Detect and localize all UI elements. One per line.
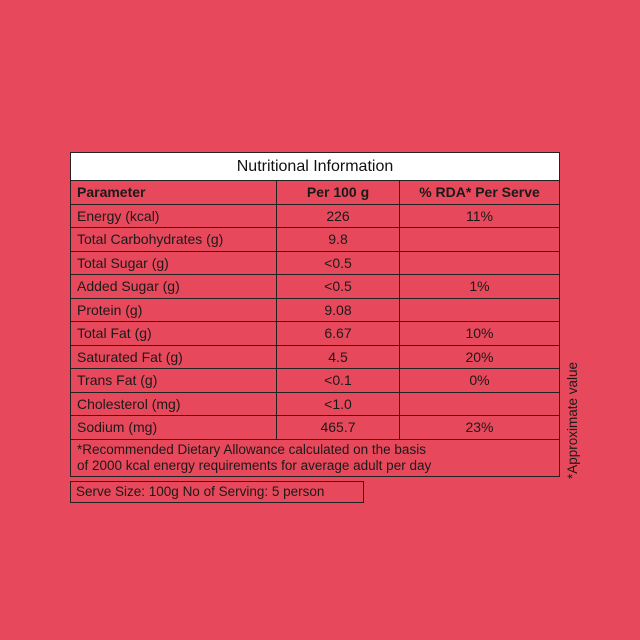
cell-rda: 20% <box>399 344 560 369</box>
cell-parameter: Added Sugar (g) <box>70 274 277 299</box>
table-row: Trans Fat (g) <0.1 0% <box>70 368 560 393</box>
cell-rda: 0% <box>399 368 560 393</box>
serve-size-box: Serve Size: 100g No of Serving: 5 person <box>70 481 364 503</box>
footnote-line-2: of 2000 kcal energy requirements for ave… <box>77 457 432 473</box>
cell-parameter: Cholesterol (mg) <box>70 391 277 416</box>
table-row: Total Carbohydrates (g) 9.8 <box>70 227 560 252</box>
table-row: Added Sugar (g) <0.5 1% <box>70 274 560 299</box>
cell-per-100g: 4.5 <box>276 344 400 369</box>
table-row: Sodium (mg) 465.7 23% <box>70 415 560 440</box>
table-title: Nutritional Information <box>70 152 560 180</box>
cell-per-100g: <1.0 <box>276 391 400 416</box>
table-row: Energy (kcal) 226 11% <box>70 203 560 228</box>
cell-parameter: Total Carbohydrates (g) <box>70 227 277 252</box>
cell-parameter: Sodium (mg) <box>70 415 277 440</box>
nutrition-panel: Nutritional Information Parameter Per 10… <box>70 152 560 477</box>
header-per-100g: Per 100 g <box>276 180 400 205</box>
cell-per-100g: <0.5 <box>276 250 400 275</box>
table-row: Saturated Fat (g) 4.5 20% <box>70 344 560 369</box>
cell-rda <box>399 297 560 322</box>
cell-parameter: Trans Fat (g) <box>70 368 277 393</box>
cell-rda <box>399 227 560 252</box>
table-row: Protein (g) 9.08 <box>70 297 560 322</box>
cell-per-100g: 9.8 <box>276 227 400 252</box>
table-header-row: Parameter Per 100 g % RDA* Per Serve <box>70 180 560 205</box>
nutrition-table: Parameter Per 100 g % RDA* Per Serve Ene… <box>70 180 560 440</box>
cell-rda: 11% <box>399 203 560 228</box>
approximate-value-note: *Approximate value <box>565 361 580 479</box>
table-row: Total Sugar (g) <0.5 <box>70 250 560 275</box>
cell-parameter: Energy (kcal) <box>70 203 277 228</box>
rda-footnote: *Recommended Dietary Allowance calculate… <box>70 439 560 477</box>
footnote-line-1: *Recommended Dietary Allowance calculate… <box>77 441 426 457</box>
cell-per-100g: 226 <box>276 203 400 228</box>
cell-rda <box>399 391 560 416</box>
cell-parameter: Protein (g) <box>70 297 277 322</box>
cell-per-100g: <0.1 <box>276 368 400 393</box>
header-parameter: Parameter <box>70 180 277 205</box>
cell-rda: 10% <box>399 321 560 346</box>
cell-rda: 23% <box>399 415 560 440</box>
cell-per-100g: 6.67 <box>276 321 400 346</box>
cell-rda <box>399 250 560 275</box>
cell-per-100g: 9.08 <box>276 297 400 322</box>
cell-parameter: Total Sugar (g) <box>70 250 277 275</box>
cell-rda: 1% <box>399 274 560 299</box>
table-row: Cholesterol (mg) <1.0 <box>70 391 560 416</box>
cell-per-100g: <0.5 <box>276 274 400 299</box>
table-row: Total Fat (g) 6.67 10% <box>70 321 560 346</box>
cell-parameter: Saturated Fat (g) <box>70 344 277 369</box>
header-rda: % RDA* Per Serve <box>399 180 560 205</box>
cell-per-100g: 465.7 <box>276 415 400 440</box>
cell-parameter: Total Fat (g) <box>70 321 277 346</box>
